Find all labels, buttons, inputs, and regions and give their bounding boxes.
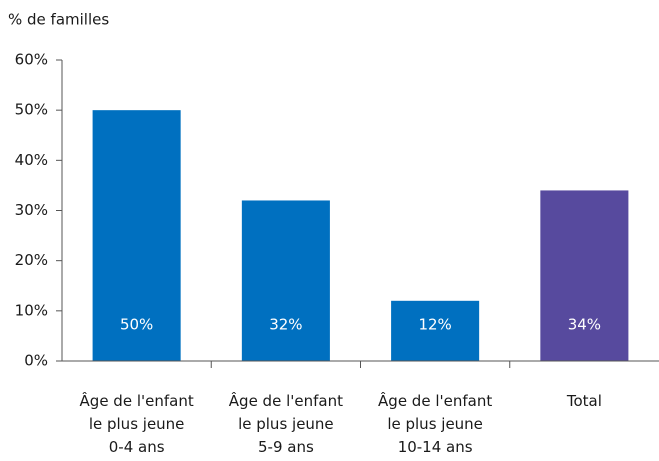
y-tick-label: 50% [15,101,48,119]
value-label: 32% [269,316,302,334]
bar [241,200,330,361]
y-tick-label: 30% [15,201,48,219]
y-tick-label: 40% [15,151,48,169]
y-tick-label: 20% [15,251,48,269]
x-tick-label: Total [566,392,602,410]
value-label: 50% [120,316,153,334]
y-tick-label: 60% [15,51,48,69]
x-tick-label: Âge de l'enfant le plus jeune 5-9 ans [229,391,343,456]
y-tick-label: 0% [24,352,48,370]
x-tick-label: Âge de l'enfant le plus jeune 10-14 ans [378,391,492,456]
y-tick-label: 10% [15,301,48,319]
value-label: 34% [568,316,601,334]
bar [92,110,181,362]
value-label: 12% [418,316,451,334]
y-axis-label: % de familles [8,11,109,29]
bar [391,300,480,361]
bar [540,190,629,361]
x-tick-label: Âge de l'enfant le plus jeune 0-4 ans [80,391,194,456]
